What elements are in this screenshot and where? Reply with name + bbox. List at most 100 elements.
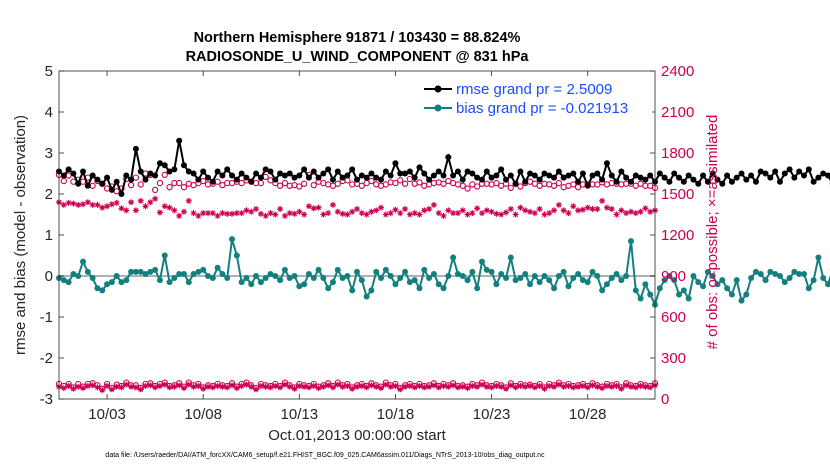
series-point xyxy=(584,182,591,189)
obs-assimilated-point xyxy=(642,205,649,212)
obs-assimilated-point xyxy=(123,381,130,388)
series-point xyxy=(137,268,144,275)
legend-box xyxy=(419,78,652,118)
series-point xyxy=(430,270,437,277)
obs-assimilated-point xyxy=(522,383,529,390)
obs-possible-point xyxy=(281,179,289,187)
obs-assimilated-point xyxy=(632,384,639,391)
obs-assimilated-point xyxy=(440,212,447,219)
series-point xyxy=(296,283,303,290)
series-point xyxy=(171,275,178,282)
series-point xyxy=(171,166,178,173)
obs-assimilated-point xyxy=(382,381,389,388)
series-point xyxy=(411,277,418,284)
series-point xyxy=(344,273,351,279)
legend-label-rmse: rmse grand pr = 2.5009 xyxy=(456,81,612,98)
obs-assimilated-point xyxy=(579,206,586,213)
series-point xyxy=(757,270,764,277)
obs-assimilated-point xyxy=(613,383,620,390)
obs-assimilated-point xyxy=(329,384,336,391)
series-point xyxy=(113,178,120,185)
obs-assimilated-point xyxy=(363,211,370,218)
series-point xyxy=(70,170,77,177)
y-tick-label-1: -2 xyxy=(40,350,53,367)
series-point xyxy=(464,168,471,175)
obs-assimilated-point xyxy=(89,201,96,208)
series-point xyxy=(421,170,428,177)
obs-assimilated-point xyxy=(575,207,582,214)
obs-assimilated-point xyxy=(339,383,346,390)
obs-assimilated-point xyxy=(378,204,385,211)
obs-assimilated-point xyxy=(171,207,178,214)
obs-possible-point xyxy=(310,181,317,189)
y2-tick-label-1: 300 xyxy=(661,350,686,367)
series-point xyxy=(132,268,139,275)
series-point xyxy=(392,160,399,167)
obs-assimilated-point xyxy=(118,384,125,391)
series-point xyxy=(608,275,615,282)
series-point xyxy=(714,176,721,183)
series-point xyxy=(752,268,759,275)
obs-assimilated-point xyxy=(301,211,308,218)
series-point xyxy=(354,268,360,275)
obs-assimilated-point xyxy=(267,210,274,217)
obs-assimilated-point xyxy=(406,211,413,218)
plot-area xyxy=(59,71,655,399)
series-point xyxy=(113,273,120,279)
series-point xyxy=(555,273,562,279)
series-point xyxy=(719,180,726,187)
series-point xyxy=(594,170,601,177)
obs-assimilated-point xyxy=(493,210,500,217)
series-point xyxy=(402,170,409,177)
x-tick-label-4: 10/23 xyxy=(473,406,511,423)
obs-assimilated-point xyxy=(488,208,495,215)
legend: rmse grand pr = 2.5009 bias grand pr = -… xyxy=(419,78,652,118)
obs-assimilated-point xyxy=(445,207,452,214)
obs-assimilated-point xyxy=(608,206,615,213)
obs-assimilated-point xyxy=(464,211,471,218)
series-point xyxy=(253,170,260,177)
series-point xyxy=(243,174,250,181)
obs-assimilated-point xyxy=(65,199,72,206)
obs-assimilated-point xyxy=(642,383,649,390)
obs-assimilated-point xyxy=(469,210,476,217)
series-point xyxy=(195,176,202,183)
obs-assimilated-point xyxy=(512,384,519,391)
series-point xyxy=(733,277,740,284)
series-point xyxy=(488,268,495,275)
series-point xyxy=(541,273,548,279)
obs-assimilated-point xyxy=(80,201,87,208)
series-point xyxy=(478,258,485,265)
obs-assimilated-point xyxy=(132,384,139,391)
obs-assimilated-point xyxy=(430,201,437,208)
obs-assimilated-point xyxy=(637,383,644,390)
obs-assimilated-point xyxy=(411,210,418,217)
series-point xyxy=(637,174,644,181)
series-point xyxy=(358,172,365,179)
series-point xyxy=(642,281,649,288)
series-point xyxy=(310,275,317,282)
series-point xyxy=(738,170,745,177)
series-point xyxy=(575,178,582,185)
obs-assimilated-point xyxy=(320,383,327,390)
obs-assimilated-point xyxy=(474,383,481,390)
series-point xyxy=(589,268,596,275)
series-point xyxy=(661,277,668,284)
obs-assimilated-point xyxy=(637,208,644,215)
series-point xyxy=(613,178,620,185)
series-point xyxy=(406,168,413,175)
series-point xyxy=(445,273,452,279)
y-tick-label-8: 5 xyxy=(45,63,53,80)
series-point xyxy=(522,270,529,277)
obs-assimilated-point xyxy=(84,199,91,206)
series-point xyxy=(243,275,250,282)
series-point xyxy=(205,174,211,181)
obs-assimilated-point xyxy=(75,201,82,208)
obs-assimilated-point xyxy=(238,383,245,390)
series-point xyxy=(344,172,351,179)
series-point xyxy=(161,162,168,169)
series-point xyxy=(176,137,183,144)
obs-possible-point xyxy=(440,180,447,187)
series-point xyxy=(488,174,495,181)
series-point xyxy=(570,170,577,177)
